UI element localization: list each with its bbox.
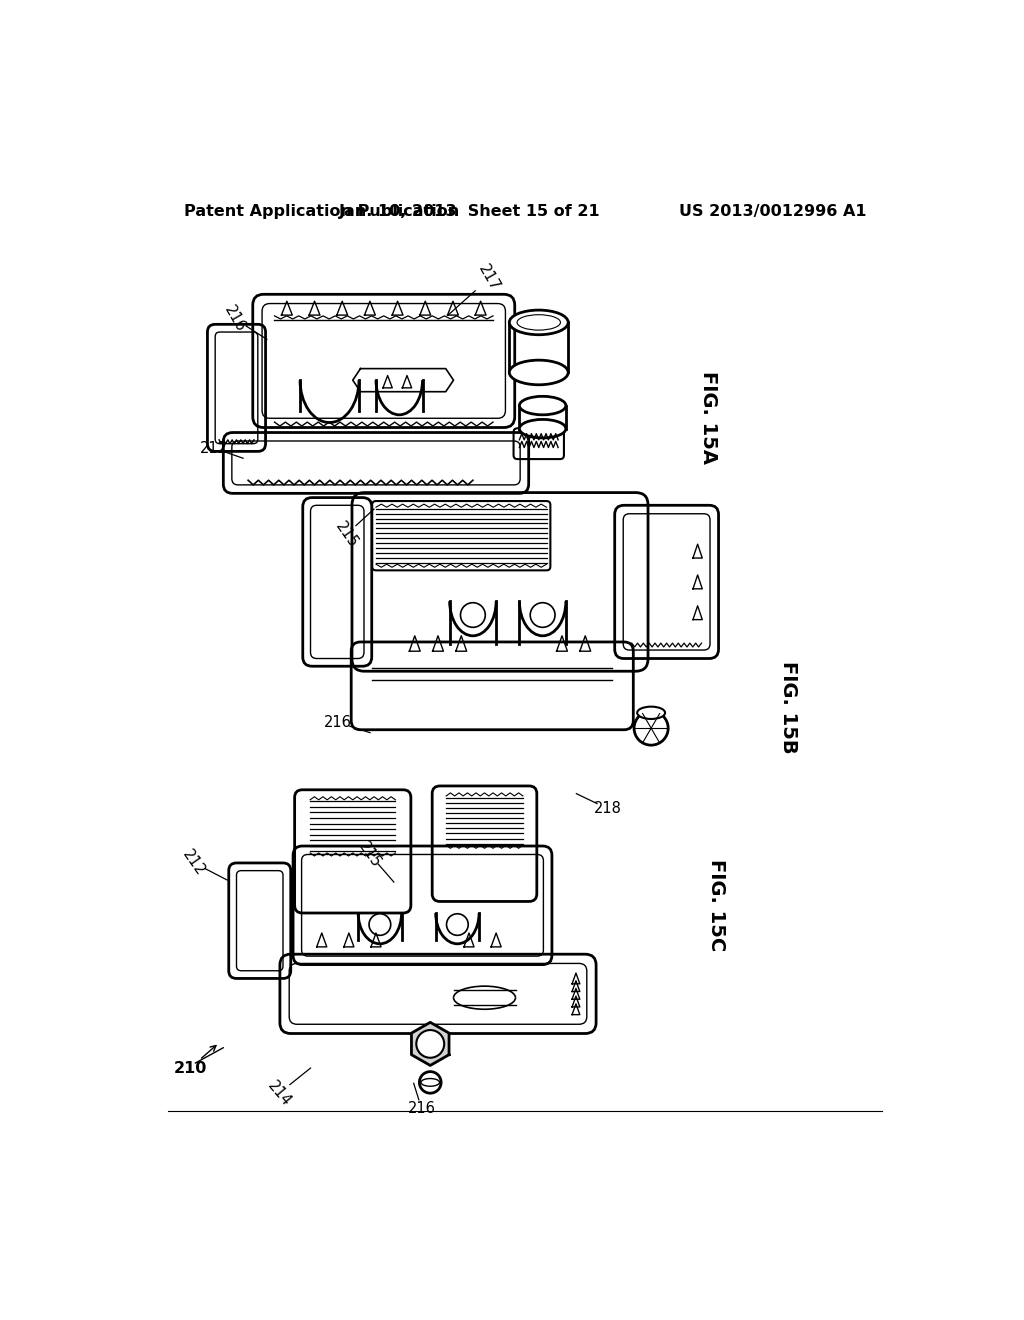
- Polygon shape: [412, 1022, 450, 1065]
- Text: Patent Application Publication: Patent Application Publication: [183, 203, 459, 219]
- Text: 216: 216: [408, 1101, 435, 1117]
- Circle shape: [461, 603, 485, 627]
- Circle shape: [369, 913, 391, 936]
- Ellipse shape: [421, 1078, 439, 1086]
- Text: 217: 217: [475, 263, 503, 294]
- Text: FIG. 15C: FIG. 15C: [708, 859, 726, 952]
- Text: 214: 214: [264, 1078, 294, 1109]
- Text: FIG. 15A: FIG. 15A: [699, 371, 719, 465]
- Ellipse shape: [509, 310, 568, 335]
- Text: 215: 215: [356, 840, 384, 870]
- Text: Jan. 10, 2013  Sheet 15 of 21: Jan. 10, 2013 Sheet 15 of 21: [339, 203, 600, 219]
- Text: 216: 216: [221, 304, 249, 335]
- Circle shape: [446, 913, 468, 936]
- Text: 210: 210: [174, 1060, 208, 1076]
- Text: US 2013/0012996 A1: US 2013/0012996 A1: [679, 203, 866, 219]
- Text: FIG. 15B: FIG. 15B: [778, 661, 798, 754]
- Ellipse shape: [509, 360, 568, 385]
- Ellipse shape: [519, 396, 566, 414]
- Ellipse shape: [517, 314, 560, 330]
- Circle shape: [530, 603, 555, 627]
- Circle shape: [634, 711, 669, 744]
- Text: 215: 215: [332, 519, 360, 550]
- Text: 218: 218: [594, 801, 622, 816]
- Text: 216: 216: [325, 715, 352, 730]
- Circle shape: [420, 1072, 441, 1093]
- Ellipse shape: [519, 420, 566, 438]
- Text: 212: 212: [200, 441, 227, 455]
- Circle shape: [417, 1030, 444, 1057]
- Text: 212: 212: [179, 847, 208, 879]
- Ellipse shape: [637, 706, 665, 719]
